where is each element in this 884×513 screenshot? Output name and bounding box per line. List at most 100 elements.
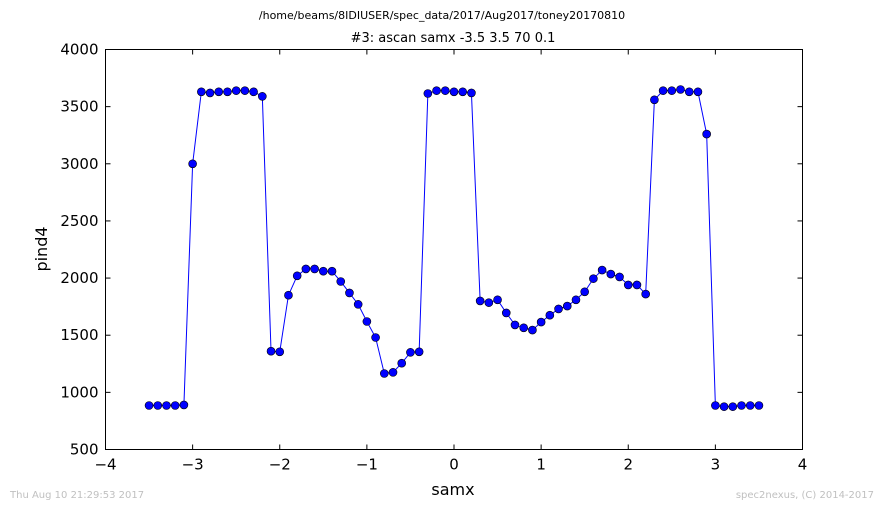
data-point (658, 86, 668, 95)
data-point (597, 265, 607, 275)
data-point (571, 295, 581, 305)
y-tick-label: 4000 (60, 41, 98, 59)
data-point (231, 86, 241, 95)
data-point (475, 296, 485, 306)
data-point (449, 87, 459, 97)
data-point (310, 264, 319, 274)
data-point (484, 298, 494, 307)
data-point (188, 159, 197, 169)
data-point (702, 129, 711, 139)
data-point (606, 269, 616, 279)
data-point (153, 401, 163, 410)
y-tick-label: 3500 (60, 98, 98, 116)
data-point (284, 290, 293, 300)
x-tick-label: 1 (536, 456, 546, 474)
data-point (214, 87, 224, 97)
data-point (432, 86, 441, 95)
data-point (728, 402, 738, 411)
data-point (362, 317, 372, 326)
data-point (371, 333, 380, 342)
data-point (327, 266, 337, 276)
data-point (667, 86, 677, 95)
data-point (536, 317, 546, 327)
plot-layer (144, 85, 764, 411)
data-point (397, 358, 407, 368)
x-axis-ticks: −4 −3 −2 −1 0 1 2 3 4 (94, 49, 808, 474)
y-tick-label: 2000 (60, 269, 98, 287)
data-point (554, 304, 563, 314)
data-point (493, 295, 502, 305)
data-point (711, 401, 720, 410)
data-point (615, 272, 624, 282)
data-point (179, 400, 189, 410)
data-point (292, 271, 302, 281)
data-point (754, 401, 764, 410)
data-point (144, 401, 154, 410)
data-point (562, 301, 572, 311)
data-point (223, 87, 232, 97)
data-point (519, 323, 529, 333)
data-point (345, 288, 354, 298)
y-axis-ticks: 500 1000 1500 2000 2500 3000 3500 4000 (60, 41, 803, 459)
x-tick-label: −3 (182, 456, 204, 474)
data-point (650, 95, 659, 105)
x-tick-label: −1 (356, 456, 378, 474)
y-tick-label: 2500 (60, 212, 98, 230)
path-title: /home/beams/8IDIUSER/spec_data/2017/Aug2… (259, 9, 625, 22)
data-point (275, 347, 285, 357)
x-tick-label: 3 (711, 456, 721, 474)
x-tick-label: 4 (798, 456, 808, 474)
data-point (684, 87, 694, 97)
data-point (414, 347, 424, 357)
data-point (580, 287, 589, 297)
data-point (170, 401, 180, 410)
chart-title: #3: ascan samx -3.5 3.5 70 0.1 (351, 31, 556, 46)
data-point (162, 401, 171, 410)
data-point (379, 369, 389, 378)
x-tick-label: −4 (94, 456, 116, 474)
data-point (458, 87, 468, 97)
y-tick-label: 1000 (60, 383, 98, 401)
data-point (301, 264, 311, 274)
data-point (388, 368, 398, 377)
series-line (149, 88, 759, 408)
footer-timestamp: Thu Aug 10 21:29:53 2017 (9, 490, 144, 501)
data-point (336, 277, 346, 286)
x-tick-label: −2 (269, 456, 291, 474)
data-point (467, 88, 476, 98)
data-point (501, 308, 511, 318)
data-point (319, 266, 328, 276)
data-point (589, 274, 598, 283)
y-axis-label: pind4 (32, 226, 51, 271)
plot-area (105, 49, 803, 450)
data-point (676, 85, 685, 94)
x-tick-label: 2 (623, 456, 633, 474)
data-point (641, 289, 650, 299)
data-point (353, 300, 363, 309)
data-point (205, 88, 215, 98)
y-tick-label: 1500 (60, 326, 98, 344)
y-tick-label: 500 (70, 441, 99, 459)
footer-credit: spec2nexus, (C) 2014-2017 (736, 490, 874, 501)
data-point (240, 86, 250, 95)
x-axis-label: samx (431, 480, 474, 499)
data-point (510, 320, 520, 330)
data-point (623, 280, 633, 290)
data-point (440, 86, 450, 95)
x-tick-label: 0 (449, 456, 459, 474)
data-point (545, 310, 555, 320)
data-point (249, 87, 258, 97)
data-point (693, 87, 703, 97)
data-point (423, 89, 433, 98)
data-point (197, 87, 206, 97)
data-point (737, 401, 746, 410)
data-point (528, 325, 537, 335)
data-point (632, 280, 642, 290)
data-point (406, 348, 415, 357)
data-point (266, 346, 276, 356)
y-tick-label: 3000 (60, 155, 98, 173)
data-point (719, 402, 729, 411)
data-point (258, 92, 267, 101)
